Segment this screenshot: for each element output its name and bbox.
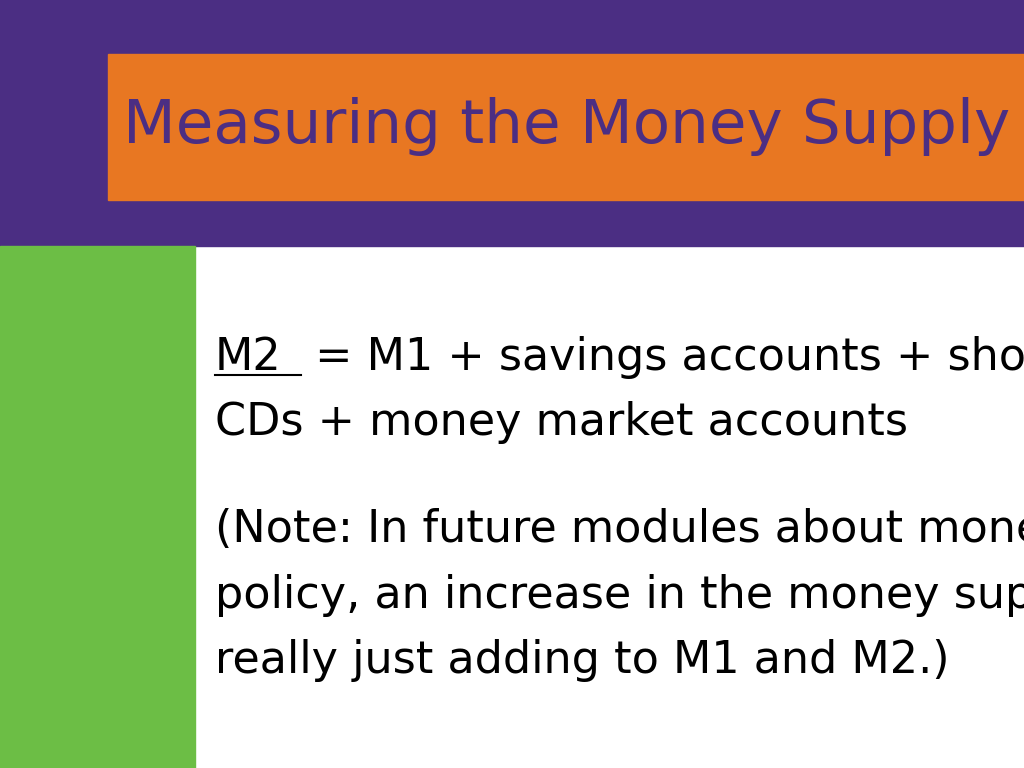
Text: CDs + money market accounts: CDs + money market accounts [215,401,908,444]
Text: policy, an increase in the money supply is: policy, an increase in the money supply … [215,574,1024,617]
Text: M2: M2 [215,336,282,379]
Bar [108,54,1024,200]
Text: = M1 + savings accounts + short-term: = M1 + savings accounts + short-term [301,336,1024,379]
Text: (Note: In future modules about monetary: (Note: In future modules about monetary [215,508,1024,551]
Bar [0,246,195,768]
Bar [0,246,1024,768]
Text: really just adding to M1 and M2.): really just adding to M1 and M2.) [215,639,949,682]
Bar [0,200,1024,246]
Text: Measuring the Money Supply: Measuring the Money Supply [123,98,1010,156]
